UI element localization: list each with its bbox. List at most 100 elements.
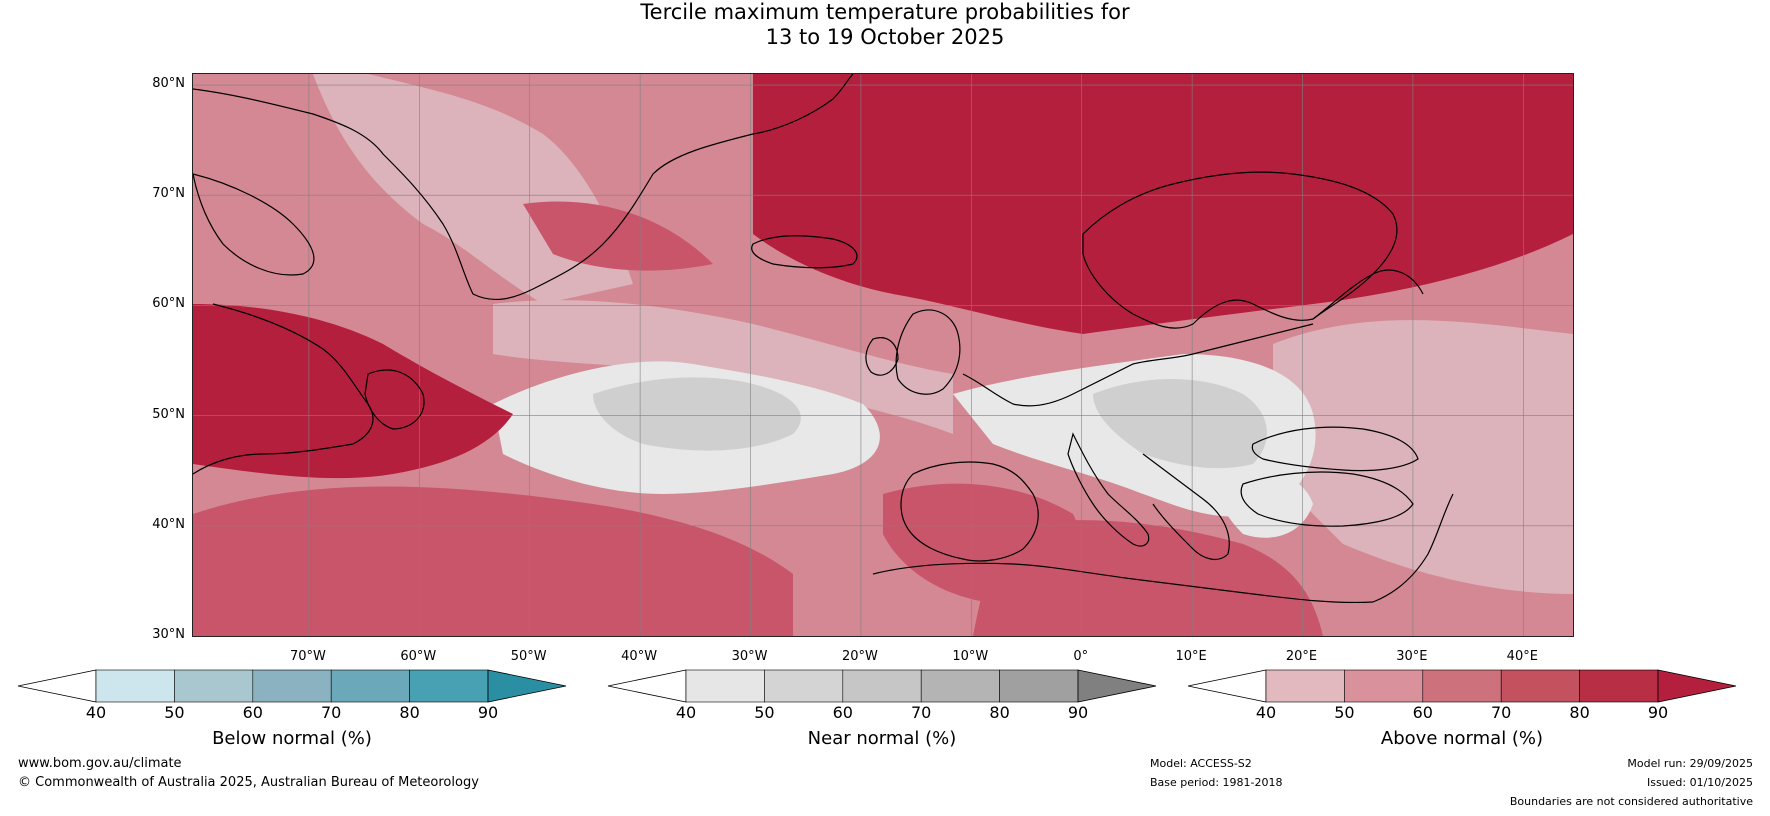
longitude-label: 30°W (731, 649, 768, 664)
colorbar-max-extend (487, 669, 567, 703)
probability-map (193, 74, 1573, 636)
longitude-label: 40°W (621, 649, 658, 664)
colorbar-segment (920, 669, 1000, 703)
colorbar-tick-label: 90 (477, 703, 499, 722)
colorbar-max-extend (1077, 669, 1157, 703)
map-panel (192, 73, 1574, 637)
website-text: www.bom.gov.au/climate (18, 756, 182, 771)
turkey-coastline (1240, 471, 1414, 527)
colorbar-title: Below normal (%) (212, 728, 372, 749)
title-line-1: Tercile maximum temperature probabilitie… (640, 0, 1130, 24)
labrador-sea-zone (298, 134, 453, 323)
colorbar-tick-label: 60 (1412, 703, 1433, 722)
labrador-coastline (193, 303, 374, 475)
longitude-label: 70°W (289, 649, 326, 664)
colorbar-tick-label: 50 (1334, 703, 1355, 722)
colorbar-segment (1422, 669, 1502, 703)
longitude-label: 0° (1073, 649, 1089, 664)
colorbar-segment (330, 669, 410, 703)
longitude-label: 20°E (1285, 649, 1318, 664)
base-period-text: Base period: 1981-2018 (1150, 776, 1283, 789)
longitude-label: 30°E (1396, 649, 1428, 664)
coastlines (193, 74, 1454, 604)
colorbar-tick-label: 70 (1491, 703, 1512, 722)
colorbar-tick-label: 50 (754, 703, 775, 722)
below-normal-colorbar: 40 50 60 70 80 90 Below normal (%) (17, 668, 567, 758)
colorbar-max-extend (1657, 669, 1737, 703)
latitude-label: 60°N (152, 296, 185, 312)
colorbar-segment (842, 669, 922, 703)
colorbar-segment (1344, 669, 1424, 703)
longitude-label: 40°E (1506, 649, 1538, 664)
central-europe-near-normal-core (1093, 379, 1267, 469)
colorbar-tick-label: 40 (1255, 703, 1277, 722)
finland-coastline (1312, 269, 1424, 320)
longitude-label: 60°W (400, 649, 437, 664)
colorbar-tick-label: 70 (321, 703, 342, 722)
colorbar-segment (252, 669, 332, 703)
latitude-label: 80°N (152, 76, 185, 92)
great-britain-coastline (895, 309, 961, 395)
latitude-label: 50°N (152, 406, 185, 422)
colorbar-segment (1579, 669, 1659, 703)
colorbar-tick-label: 80 (989, 703, 1010, 722)
colorbar-swatches (607, 669, 1157, 703)
colorbar-tick-label: 70 (911, 703, 932, 722)
latitude-label: 40°N (152, 516, 185, 532)
azores-near-normal-core (593, 377, 801, 451)
colorbar-segment (999, 669, 1079, 703)
colorbar-segment (1265, 669, 1345, 703)
colorbar-tick-label: 40 (675, 703, 697, 722)
colorbar-tick-label: 60 (832, 703, 853, 722)
longitude-label: 20°W (841, 649, 878, 664)
baffin-island-coastline (193, 173, 315, 276)
newfoundland-coastline (364, 369, 425, 430)
southern-atlantic-zone (193, 486, 793, 636)
colorbar-segment (409, 669, 489, 703)
chart-title: Tercile maximum temperature probabilitie… (0, 0, 1770, 50)
colorbar-segment (685, 669, 765, 703)
colorbar-min-extend (607, 669, 687, 703)
levant-coastline (1372, 493, 1454, 603)
italy-coastline (1067, 432, 1150, 547)
colorbar-tick-label: 80 (399, 703, 420, 722)
disclaimer-text: Boundaries are not considered authoritat… (1509, 795, 1753, 808)
near-normal-colorbar: 40 50 60 70 80 90 Near normal (%) (607, 668, 1157, 758)
longitude-label: 50°W (510, 649, 547, 664)
colorbar-segment (1500, 669, 1580, 703)
newfoundland-high-zone (193, 304, 513, 479)
ireland-coastline (865, 337, 899, 376)
colorbar-swatches (17, 669, 567, 703)
colorbar-swatches (1187, 669, 1737, 703)
greenland-coastline (193, 74, 854, 300)
issued-text: Issued: 01/10/2025 (1646, 776, 1753, 789)
colorbar-segment (174, 669, 254, 703)
continental-europe-coastline (962, 323, 1314, 407)
balkans-coastline (1142, 453, 1230, 561)
longitude-label: 10°E (1175, 649, 1207, 664)
colorbar-tick-label: 90 (1067, 703, 1089, 722)
iceland-basin-zone (523, 201, 713, 271)
colorbar-tick-label: 40 (85, 703, 107, 722)
latitude-label: 70°N (152, 186, 185, 202)
colorbar-tick-label: 80 (1569, 703, 1590, 722)
colorbar-min-extend (1187, 669, 1267, 703)
colorbar-tick-label: 60 (242, 703, 263, 722)
colorbar-title: Above normal (%) (1380, 728, 1544, 749)
above-normal-colorbar: 40 50 60 70 80 90 Above normal (%) (1187, 668, 1737, 758)
latitude-label: 30°N (152, 627, 185, 642)
colorbar-tick-label: 50 (164, 703, 185, 722)
scandinavia-high-zone (753, 74, 1573, 334)
colorbar-tick-label: 90 (1647, 703, 1669, 722)
north-africa-high-zone (973, 520, 1323, 636)
black-sea-coastline (1251, 426, 1419, 472)
title-line-2: 13 to 19 October 2025 (765, 25, 1005, 49)
colorbar-min-extend (17, 669, 97, 703)
longitude-label: 10°W (952, 649, 989, 664)
north-africa-coastline (872, 562, 1374, 604)
colorbar-segment (764, 669, 844, 703)
iberia-coastline (900, 461, 1039, 562)
iceland-coastline (751, 235, 858, 269)
balkans-near-normal-zone (1219, 470, 1313, 538)
scandinavia-coastline (1082, 171, 1398, 329)
